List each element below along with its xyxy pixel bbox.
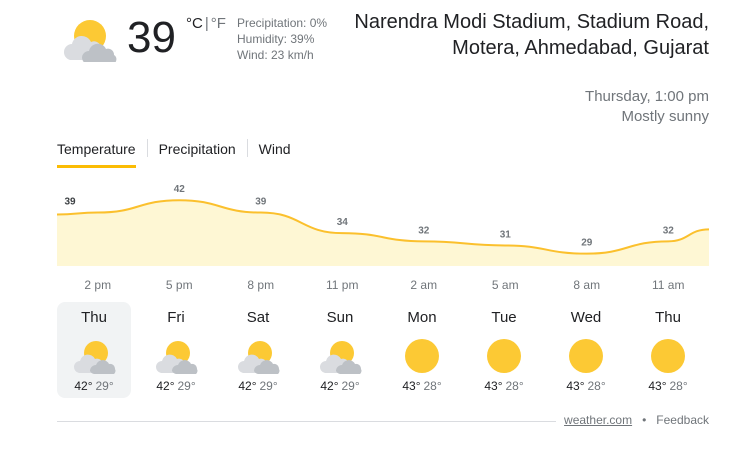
- current-temperature: 39: [127, 13, 176, 62]
- sunny-icon: [569, 339, 603, 373]
- day-temperatures: 43° 28°: [549, 378, 623, 394]
- temperature-line: [56, 199, 710, 255]
- daily-forecast: Thu 42° 29° Fri 42° 29° Sat 42° 29° Sun 42° 29° Mon 4…: [57, 302, 713, 398]
- footer-divider: [57, 421, 709, 422]
- day-name: Tue: [491, 309, 517, 326]
- precipitation-text: Precipitation: 0%: [237, 16, 328, 30]
- high-temp: 42°: [320, 379, 339, 393]
- day-temperatures: 43° 28°: [467, 378, 541, 394]
- partly-cloudy-icon: [319, 341, 362, 374]
- source-link[interactable]: weather.com: [564, 413, 633, 427]
- hour-label: 11 am: [652, 278, 685, 292]
- low-temp: 29°: [95, 379, 114, 393]
- chart-tabs: Temperature Precipitation Wind: [57, 139, 291, 168]
- temperature-chart: 39 42 39 34 32 31 29 32: [56, 184, 710, 266]
- weather-details: Precipitation: 0% Humidity: 39% Wind: 23…: [237, 15, 327, 63]
- high-temp: 42°: [74, 379, 93, 393]
- weather-condition: Mostly sunny: [621, 108, 709, 125]
- partly-cloudy-icon: [155, 341, 198, 374]
- high-temp: 43°: [648, 379, 667, 393]
- location-daytime: Thursday, 1:00 pm: [585, 88, 709, 105]
- fahrenheit-unit[interactable]: °F: [210, 15, 226, 32]
- low-temp: 28°: [423, 379, 442, 393]
- location-name: Narendra Modi Stadium, Stadium Road, Mot…: [354, 11, 709, 59]
- low-temp: 29°: [259, 379, 278, 393]
- day-name: Mon: [407, 309, 437, 326]
- forecast-day-thu[interactable]: Thu 43° 28°: [631, 302, 705, 398]
- high-temp: 42°: [156, 379, 175, 393]
- high-temp: 43°: [484, 379, 503, 393]
- temperature-value-label: 39: [255, 197, 267, 208]
- temperature-value-label: 39: [64, 197, 76, 208]
- hour-label: 8 am: [573, 278, 601, 292]
- high-temp: 43°: [402, 379, 421, 393]
- footer: weather.com • Feedback: [556, 413, 709, 427]
- footer-separator: •: [642, 413, 647, 427]
- forecast-day-tue[interactable]: Tue 43° 28°: [467, 302, 541, 398]
- day-name: Sun: [326, 309, 354, 326]
- forecast-day-sun[interactable]: Sun 42° 29°: [303, 302, 377, 398]
- unit-separator: |: [204, 15, 209, 32]
- tab-divider: [246, 139, 248, 157]
- partly-cloudy-icon: [73, 341, 116, 374]
- hour-label: 5 am: [491, 278, 519, 292]
- low-temp: 29°: [341, 379, 360, 393]
- day-temperatures: 42° 29°: [303, 378, 377, 394]
- temperature-value-label: 32: [418, 225, 430, 236]
- forecast-day-mon[interactable]: Mon 43° 28°: [385, 302, 459, 398]
- forecast-day-sat[interactable]: Sat 42° 29°: [221, 302, 295, 398]
- forecast-day-fri[interactable]: Fri 42° 29°: [139, 302, 213, 398]
- hour-label: 2 pm: [84, 278, 112, 292]
- high-temp: 42°: [238, 379, 257, 393]
- hour-label: 11 pm: [326, 278, 359, 292]
- tab-precipitation[interactable]: Precipitation: [158, 141, 236, 157]
- forecast-day-wed[interactable]: Wed 43° 28°: [549, 302, 623, 398]
- sunny-icon: [487, 339, 521, 373]
- forecast-day-thu[interactable]: Thu 42° 29°: [57, 302, 131, 398]
- tab-temperature[interactable]: Temperature: [57, 139, 136, 168]
- hour-label: 8 pm: [247, 278, 275, 292]
- day-temperatures: 43° 28°: [385, 378, 459, 394]
- day-temperatures: 42° 29°: [139, 378, 213, 394]
- temperature-value-label: 29: [581, 238, 593, 249]
- low-temp: 28°: [587, 379, 606, 393]
- humidity-text: Humidity: 39%: [237, 32, 315, 46]
- temperature-value-label: 34: [337, 217, 349, 228]
- day-temperatures: 43° 28°: [631, 378, 705, 394]
- day-name: Thu: [655, 309, 681, 326]
- celsius-unit[interactable]: °C: [186, 15, 203, 32]
- low-temp: 28°: [669, 379, 688, 393]
- temperature-area: [57, 200, 709, 266]
- sunny-icon: [651, 339, 685, 373]
- high-temp: 43°: [566, 379, 585, 393]
- wind-text: Wind: 23 km/h: [237, 48, 314, 62]
- low-temp: 28°: [505, 379, 524, 393]
- unit-toggle: °C | °F: [186, 15, 226, 32]
- hour-label: 5 pm: [165, 278, 193, 292]
- feedback-link[interactable]: Feedback: [656, 413, 709, 427]
- temperature-value-label: 42: [174, 184, 186, 195]
- partly-cloudy-icon: [237, 341, 280, 374]
- sunny-icon: [405, 339, 439, 373]
- hour-axis: 2 pm 5 pm 8 pm 11 pm 2 am 5 am 8 am 11 am: [57, 278, 709, 294]
- day-name: Sat: [246, 309, 270, 326]
- day-name: Wed: [570, 309, 602, 326]
- day-name: Fri: [167, 309, 185, 326]
- hour-label: 2 am: [410, 278, 438, 292]
- partly-cloudy-icon: [63, 20, 117, 62]
- day-name: Thu: [81, 309, 107, 326]
- temperature-value-label: 31: [500, 229, 512, 240]
- tab-divider: [146, 139, 148, 157]
- day-temperatures: 42° 29°: [57, 378, 131, 394]
- tab-wind[interactable]: Wind: [258, 141, 291, 157]
- low-temp: 29°: [177, 379, 196, 393]
- day-temperatures: 42° 29°: [221, 378, 295, 394]
- temperature-value-label: 32: [663, 225, 675, 236]
